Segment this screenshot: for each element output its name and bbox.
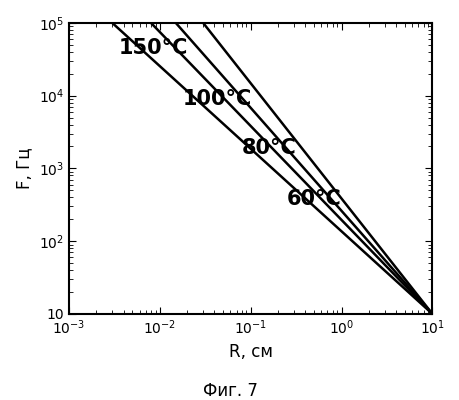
- Text: Фиг. 7: Фиг. 7: [202, 382, 257, 400]
- Text: 80°С: 80°С: [241, 138, 296, 158]
- X-axis label: R, см: R, см: [228, 343, 272, 361]
- Y-axis label: F, Гц: F, Гц: [15, 148, 33, 189]
- Text: 100°С: 100°С: [183, 89, 252, 109]
- Text: 60°С: 60°С: [286, 189, 341, 209]
- Text: 150°С: 150°С: [118, 38, 187, 58]
